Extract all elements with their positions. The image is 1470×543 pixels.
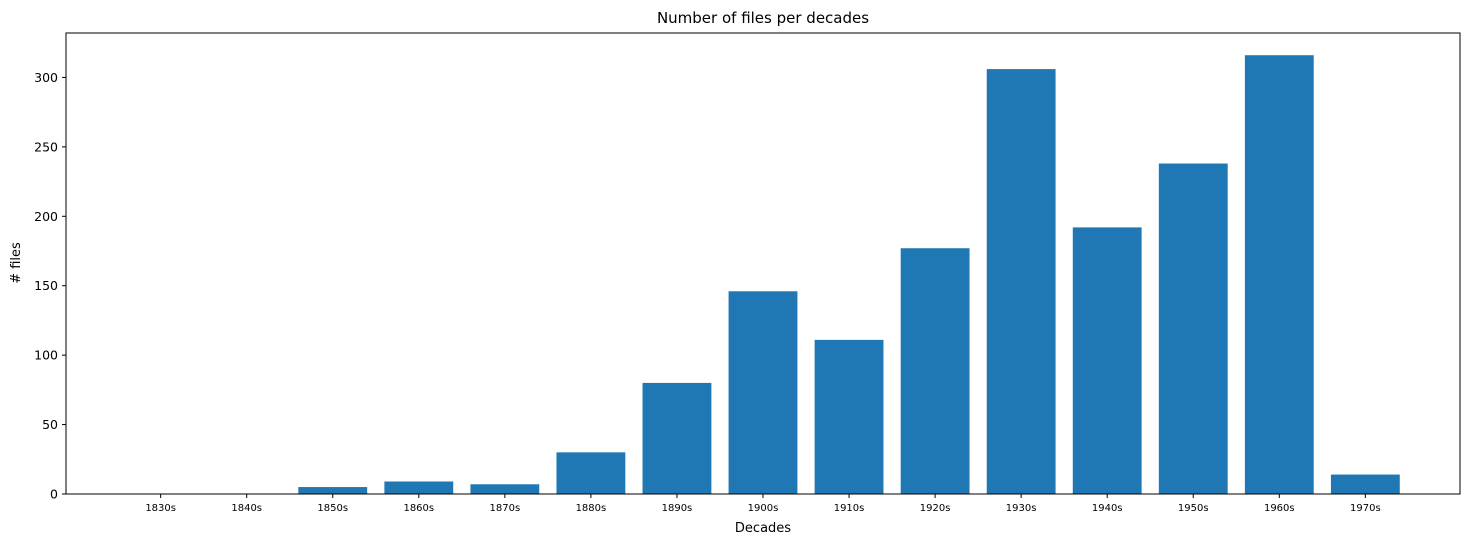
y-tick-label: 100 [34,348,58,363]
x-tick-label: 1940s [1092,503,1123,514]
bar-1900s [728,291,798,494]
x-tick-label: 1900s [748,503,779,514]
y-tick-label: 50 [42,417,58,432]
bar-1970s [1330,474,1400,494]
x-tick-label: 1920s [920,503,951,514]
x-tick-label: 1880s [576,503,607,514]
bar-1880s [556,452,626,494]
bars [298,55,1400,495]
bar-1850s [298,487,368,494]
x-axis-label: Decades [735,521,791,536]
x-tick-label: 1830s [145,503,176,514]
bar-1940s [1072,227,1142,494]
bar-1890s [642,382,712,494]
bar-1910s [814,339,884,494]
y-tick-label: 150 [34,278,58,293]
x-tick-label: 1840s [231,503,262,514]
x-tick-label: 1890s [662,503,693,514]
bar-1870s [470,484,540,494]
x-tick-label: 1970s [1350,503,1381,514]
y-axis-label: # files [9,242,24,284]
x-tick-label: 1960s [1264,503,1295,514]
y-tick-label: 200 [34,209,58,224]
x-tick-label: 1870s [490,503,521,514]
x-tick-label: 1950s [1178,503,1209,514]
plot-area-frame [65,32,1461,495]
x-tick-label: 1910s [834,503,865,514]
y-tick-label: 250 [34,139,58,154]
y-tick-label: 300 [34,70,58,85]
x-tick-label: 1850s [317,503,348,514]
bar-1960s [1244,55,1314,495]
x-axis-ticks: 1830s 1840s 1850s 1860s 1870s 1880s 1890s 1900s… [145,494,1381,514]
x-tick-label: 1860s [403,503,434,514]
x-tick-label: 1930s [1006,503,1037,514]
y-tick-label: 0 [50,487,58,502]
chart-title: Number of files per decades [657,9,869,27]
bar-1950s [1158,163,1228,494]
bar-1860s [384,481,454,494]
bar-1930s [986,69,1056,494]
y-axis-ticks: 0 50 100 150 200 250 300 [34,70,66,502]
bar-1920s [900,248,970,494]
